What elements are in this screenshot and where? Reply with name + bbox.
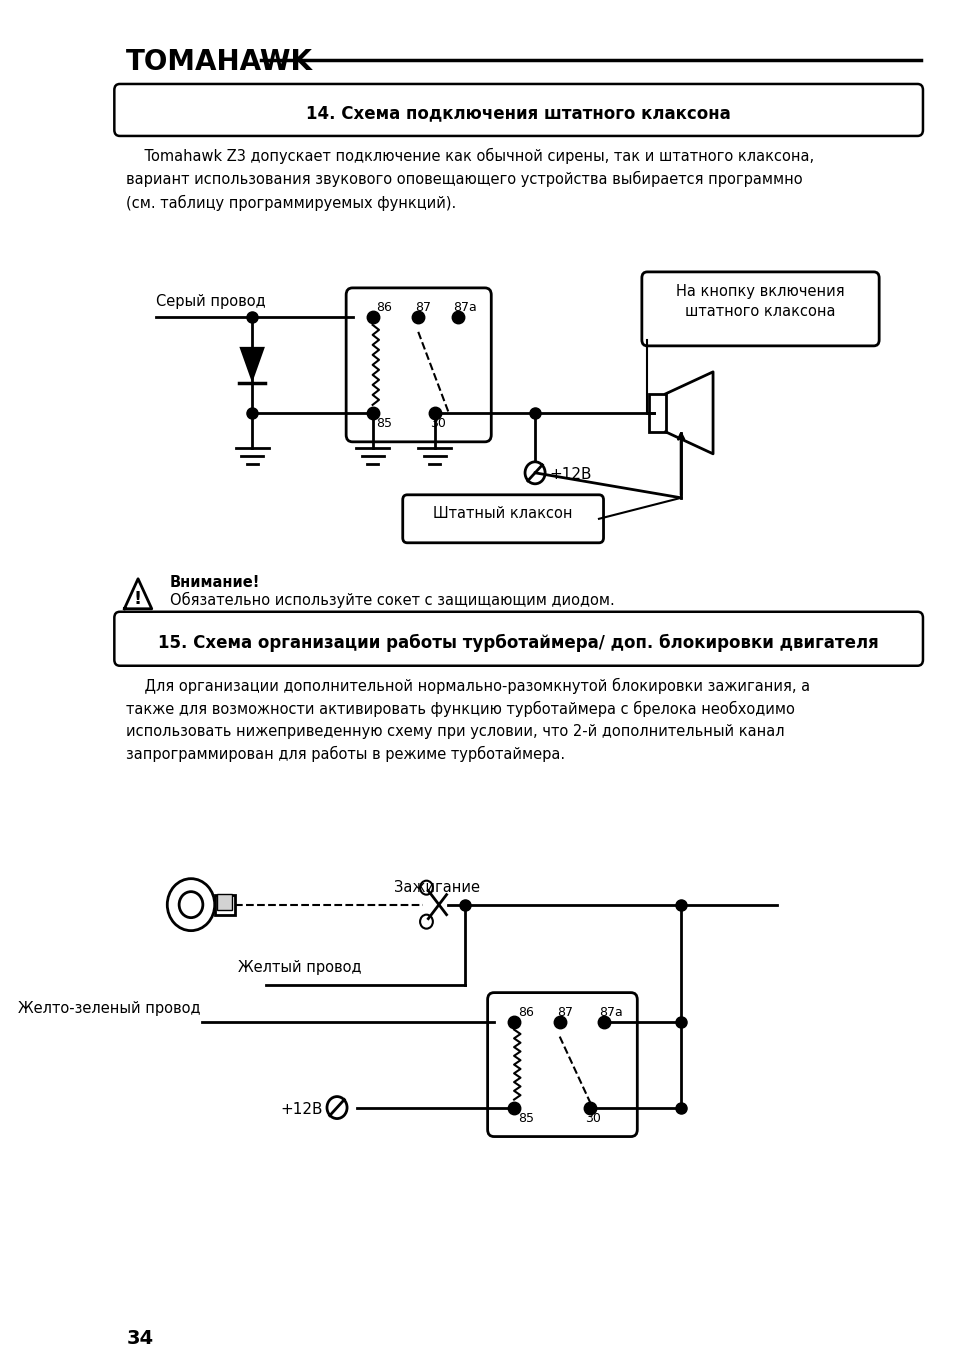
Bar bbox=[217, 894, 232, 910]
Text: 30: 30 bbox=[584, 1112, 600, 1125]
Text: 86: 86 bbox=[375, 301, 392, 314]
Text: +12В: +12В bbox=[549, 467, 592, 482]
Text: 14. Схема подключения штатного клаксона: 14. Схема подключения штатного клаксона bbox=[306, 104, 730, 122]
Bar bbox=[214, 895, 234, 915]
Text: Желто-зеленый провод: Желто-зеленый провод bbox=[17, 1001, 200, 1016]
Text: 87a: 87a bbox=[598, 1006, 622, 1018]
FancyBboxPatch shape bbox=[641, 272, 879, 345]
Text: 86: 86 bbox=[517, 1006, 533, 1018]
Text: 85: 85 bbox=[517, 1112, 533, 1125]
FancyBboxPatch shape bbox=[402, 494, 603, 543]
FancyBboxPatch shape bbox=[114, 612, 922, 666]
Text: 15. Схема организации работы турботаймера/ доп. блокировки двигателя: 15. Схема организации работы турботаймер… bbox=[158, 634, 878, 651]
Polygon shape bbox=[239, 347, 265, 383]
Text: 87a: 87a bbox=[453, 301, 476, 314]
Text: На кнопку включения
штатного клаксона: На кнопку включения штатного клаксона bbox=[676, 284, 844, 320]
Text: 34: 34 bbox=[126, 1330, 153, 1349]
Text: +12В: +12В bbox=[279, 1102, 322, 1117]
Text: Tomahawk Z3 допускает подключение как обычной сирены, так и штатного клаксона,
в: Tomahawk Z3 допускает подключение как об… bbox=[126, 148, 814, 211]
Text: 87: 87 bbox=[557, 1006, 573, 1018]
Bar bbox=[648, 394, 665, 432]
Text: Серый провод: Серый провод bbox=[156, 294, 266, 309]
Text: Обязательно используйте сокет с защищающим диодом.: Обязательно используйте сокет с защищающ… bbox=[170, 592, 614, 608]
Text: Штатный клаксон: Штатный клаксон bbox=[433, 506, 573, 521]
Text: 85: 85 bbox=[375, 417, 392, 429]
Text: Внимание!: Внимание! bbox=[170, 575, 260, 590]
Text: TOMAHAWK: TOMAHAWK bbox=[126, 47, 313, 76]
FancyBboxPatch shape bbox=[487, 992, 637, 1136]
Text: Зажигание: Зажигание bbox=[394, 880, 479, 895]
Text: Желтый провод: Желтый провод bbox=[238, 960, 361, 975]
Text: 87: 87 bbox=[416, 301, 431, 314]
Text: !: ! bbox=[133, 590, 142, 608]
FancyBboxPatch shape bbox=[114, 84, 922, 135]
Text: Для организации дополнительной нормально-разомкнутой блокировки зажигания, а
так: Для организации дополнительной нормально… bbox=[126, 678, 809, 762]
Text: 30: 30 bbox=[430, 417, 445, 429]
FancyBboxPatch shape bbox=[346, 288, 491, 441]
